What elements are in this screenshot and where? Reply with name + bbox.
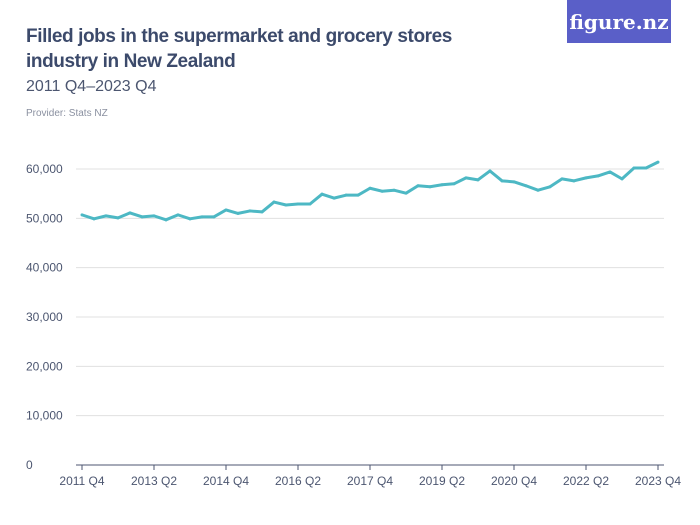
data-point xyxy=(560,177,564,181)
data-point xyxy=(236,211,240,215)
x-tick-label: 2013 Q2 xyxy=(131,474,177,488)
data-point xyxy=(248,209,252,213)
data-point xyxy=(488,169,492,173)
y-tick-label: 40,000 xyxy=(26,261,63,275)
y-tick-label: 60,000 xyxy=(26,162,63,176)
data-point xyxy=(632,166,636,170)
data-point xyxy=(392,188,396,192)
chart-title: Filled jobs in the supermarket and groce… xyxy=(26,26,452,72)
data-point xyxy=(608,170,612,174)
chart-subtitle: 2011 Q4–2023 Q4 xyxy=(26,78,157,95)
data-point xyxy=(212,215,216,219)
data-point xyxy=(116,216,120,220)
x-tick-label: 2017 Q4 xyxy=(347,474,393,488)
data-point xyxy=(332,196,336,200)
data-point xyxy=(512,180,516,184)
x-tick-label: 2016 Q2 xyxy=(275,474,321,488)
y-tick-label: 30,000 xyxy=(26,310,63,324)
x-tick-label: 2011 Q4 xyxy=(59,474,104,488)
data-point xyxy=(440,183,444,187)
data-point xyxy=(320,192,324,196)
provider-label: Provider: Stats NZ xyxy=(26,108,108,119)
data-point xyxy=(656,160,660,164)
data-point xyxy=(464,176,468,180)
data-point xyxy=(272,200,276,204)
data-point xyxy=(536,188,540,192)
x-tick-label: 2014 Q4 xyxy=(203,474,249,488)
y-tick-label: 10,000 xyxy=(26,409,63,423)
data-point xyxy=(284,203,288,207)
data-point xyxy=(164,218,168,222)
data-point xyxy=(104,214,108,218)
data-point xyxy=(176,213,180,217)
data-point xyxy=(308,202,312,206)
data-point xyxy=(644,166,648,170)
x-tick-label: 2020 Q4 xyxy=(491,474,537,488)
x-tick-label: 2019 Q2 xyxy=(419,474,465,488)
data-point xyxy=(596,174,600,178)
data-point xyxy=(200,215,204,219)
x-tick-label: 2022 Q2 xyxy=(563,474,609,488)
figure-nz-logo[interactable]: figure.nz xyxy=(567,0,671,43)
data-point xyxy=(572,179,576,183)
data-point xyxy=(224,208,228,212)
y-tick-label: 50,000 xyxy=(26,211,63,225)
data-point xyxy=(476,178,480,182)
data-point xyxy=(188,217,192,221)
data-point xyxy=(128,211,132,215)
x-tick-label: 2023 Q4 xyxy=(635,474,681,488)
data-point xyxy=(416,184,420,188)
data-point xyxy=(152,214,156,218)
data-point xyxy=(428,185,432,189)
data-point xyxy=(452,182,456,186)
data-point xyxy=(92,217,96,221)
y-tick-label: 0 xyxy=(26,458,33,472)
data-point xyxy=(296,202,300,206)
data-point xyxy=(584,176,588,180)
data-point xyxy=(356,193,360,197)
data-point xyxy=(260,210,264,214)
y-tick-label: 20,000 xyxy=(26,359,63,373)
data-point xyxy=(368,186,372,190)
data-point xyxy=(140,215,144,219)
data-point xyxy=(380,189,384,193)
data-point xyxy=(620,177,624,181)
data-point xyxy=(500,179,504,183)
data-point xyxy=(524,184,528,188)
data-point xyxy=(344,193,348,197)
data-point xyxy=(548,185,552,189)
data-point xyxy=(404,191,408,195)
series-line xyxy=(81,160,659,222)
data-point xyxy=(80,213,84,217)
